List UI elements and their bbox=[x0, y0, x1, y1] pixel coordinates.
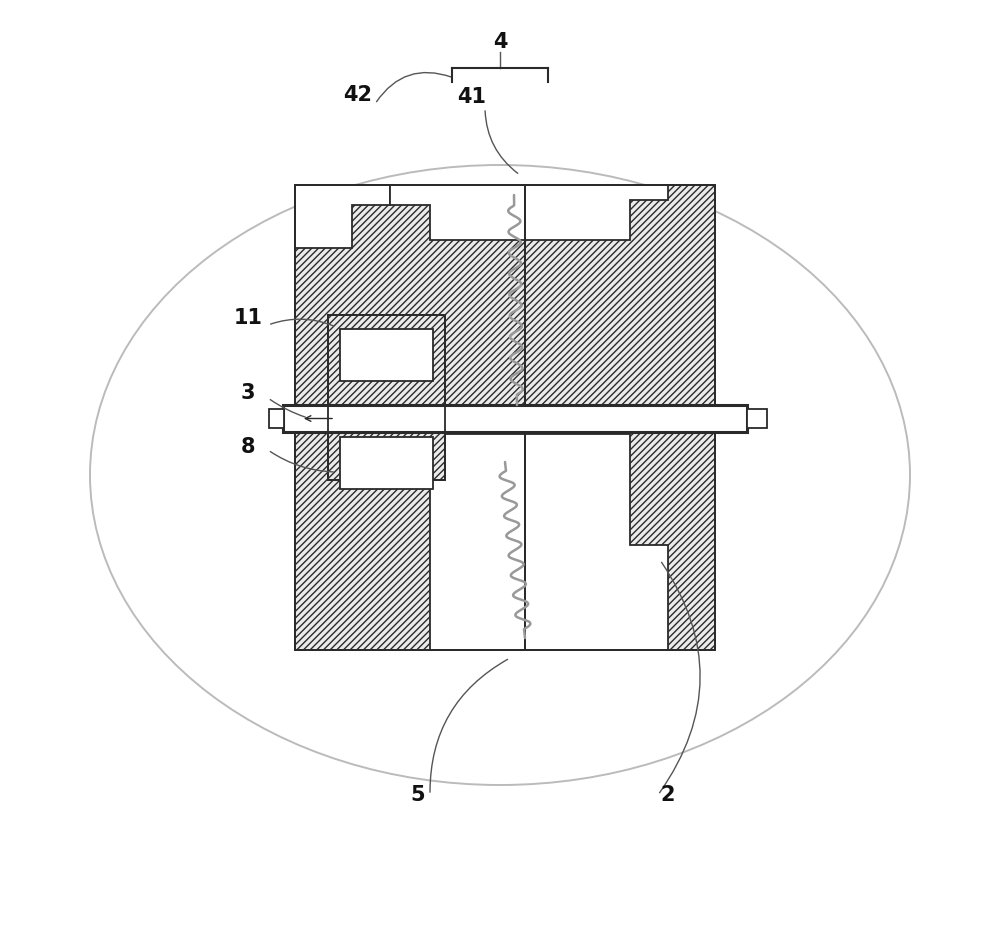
Text: 8: 8 bbox=[241, 437, 255, 457]
Text: 3: 3 bbox=[241, 383, 255, 403]
Text: 2: 2 bbox=[661, 785, 675, 805]
Text: 41: 41 bbox=[458, 87, 486, 107]
Bar bbox=[747, 409, 767, 428]
Polygon shape bbox=[295, 185, 390, 248]
Text: 42: 42 bbox=[344, 85, 372, 105]
Bar bbox=[340, 329, 433, 381]
Bar bbox=[328, 315, 445, 480]
Bar bbox=[340, 437, 433, 489]
Text: 4: 4 bbox=[493, 32, 507, 52]
Polygon shape bbox=[525, 434, 668, 650]
Bar bbox=[328, 315, 445, 480]
Bar bbox=[525, 185, 715, 650]
Bar bbox=[295, 185, 525, 650]
Polygon shape bbox=[430, 434, 525, 650]
Bar bbox=[525, 185, 715, 650]
Polygon shape bbox=[525, 185, 668, 240]
Bar bbox=[295, 185, 525, 650]
Bar bbox=[269, 409, 284, 428]
Polygon shape bbox=[390, 185, 525, 240]
Bar bbox=[283, 405, 747, 432]
Text: 11: 11 bbox=[234, 308, 262, 328]
Ellipse shape bbox=[90, 165, 910, 785]
Text: 5: 5 bbox=[411, 785, 425, 805]
